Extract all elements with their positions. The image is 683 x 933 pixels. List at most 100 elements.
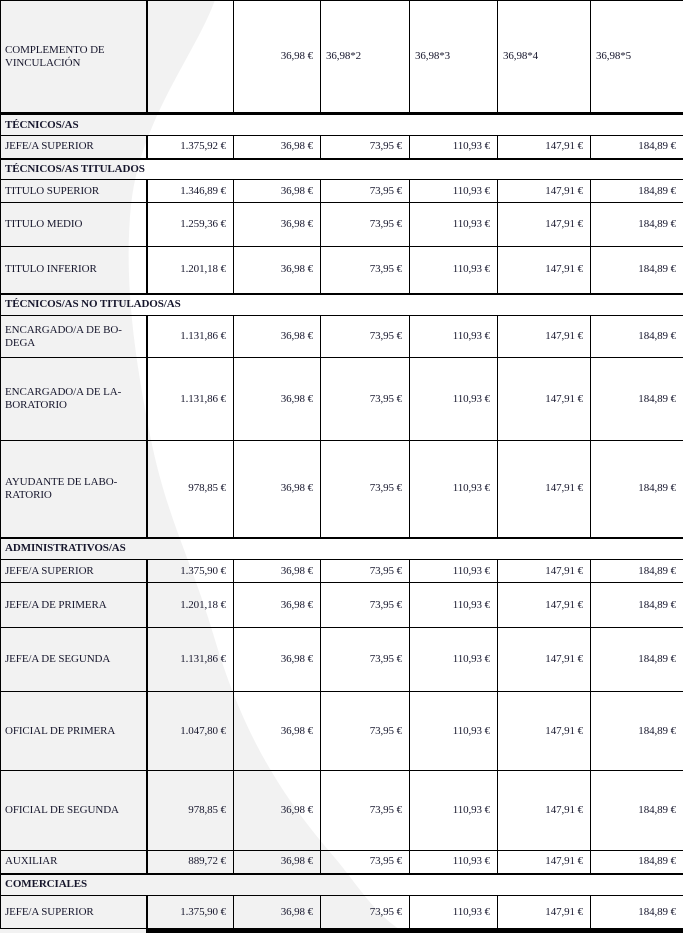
table-row: OFICIAL DE PRIMERA 1.047,80 €36,98 €73,95… <box>0 691 683 771</box>
row-label-cell: OFICIAL DE SEGUNDA <box>0 770 148 851</box>
section-row: TÉCNICOS/AS <box>0 112 683 136</box>
row-label-cell: AYUDANTE DE LABO- RATORIO <box>0 440 148 538</box>
base-salary-cell: 1.131,86 € <box>146 627 234 692</box>
complement-value-cell: 184,89 € <box>590 440 683 538</box>
table-row: JEFE/A SUPERIOR 1.375,90 €36,98 €73,95 €1… <box>0 559 683 583</box>
base-salary-cell: 889,72 € <box>146 850 234 874</box>
complement-value-cell: 184,89 € <box>590 315 683 358</box>
complement-value-cell: 36,98 € <box>233 627 321 692</box>
complement-value-cell: 184,89 € <box>590 135 683 159</box>
table-row: TITULO INFERIOR 1.201,18 €36,98 €73,95 €1… <box>0 246 683 294</box>
base-salary-cell: 1.047,80 € <box>146 691 234 771</box>
complement-value-cell: 147,91 € <box>497 202 591 247</box>
complement-value-cell: 110,93 € <box>409 770 498 851</box>
header-mult5-cell: 36,98*5 <box>590 0 683 115</box>
complement-value-cell: 184,89 € <box>590 179 683 203</box>
base-salary-cell: 1.131,86 € <box>146 315 234 358</box>
complement-value-cell: 147,91 € <box>497 357 591 441</box>
section-row: TÉCNICOS/AS NO TITULADOS/AS <box>0 292 683 316</box>
section-row: COMERCIALES <box>0 872 683 896</box>
row-label-cell: OFICIAL DE PRIMERA <box>0 691 148 771</box>
table-row: OFICIAL DE SEGUNDA 978,85 €36,98 €73,95 €… <box>0 770 683 851</box>
row-label-cell: JEFE/A SUPERIOR <box>0 135 148 159</box>
section-row: TÉCNICOS/AS TITULADOS <box>0 157 683 180</box>
complement-value-cell: 184,89 € <box>590 850 683 874</box>
table-row: TITULO SUPERIOR 1.346,89 €36,98 €73,95 €1… <box>0 179 683 203</box>
complement-value-cell: 147,91 € <box>497 440 591 538</box>
complement-value-cell: 110,93 € <box>409 627 498 692</box>
complement-value-cell: 73,95 € <box>320 202 410 247</box>
section-row: ADMINISTRATIVOS/AS <box>0 536 683 560</box>
complement-value-cell: 36,98 € <box>233 770 321 851</box>
table-row: AUXILIAR 889,72 €36,98 €73,95 €110,93 €14… <box>0 850 683 874</box>
complement-value-cell: 110,93 € <box>409 691 498 771</box>
header-mult3-cell: 36,98*3 <box>409 0 498 115</box>
complement-value-cell: 36,98 € <box>233 850 321 874</box>
complement-value-cell: 73,95 € <box>320 357 410 441</box>
header-title-cell: COMPLEMENTO DE VINCULACIÓN <box>0 0 148 115</box>
complement-value-cell: 36,98 € <box>233 691 321 771</box>
complement-value-cell: 147,91 € <box>497 246 591 294</box>
table-row: TITULO MEDIO 1.259,36 €36,98 €73,95 €110,… <box>0 202 683 247</box>
table-row: ENCARGADO/A DE BO- DEGA 1.131,86 €36,98 €… <box>0 315 683 358</box>
complement-value-cell: 110,93 € <box>409 179 498 203</box>
complement-value-cell: 73,95 € <box>320 315 410 358</box>
complement-value-cell: 110,93 € <box>409 315 498 358</box>
complement-value-cell: 73,95 € <box>320 582 410 628</box>
header-mult4-cell: 36,98*4 <box>497 0 591 115</box>
complement-value-cell: 73,95 € <box>320 691 410 771</box>
complement-value-cell: 147,91 € <box>497 559 591 583</box>
table-row: JEFE/A DE SEGUNDA 1.131,86 €36,98 €73,95 … <box>0 627 683 692</box>
row-label-cell: AUXILIAR <box>0 850 148 874</box>
base-salary-cell: 978,85 € <box>146 770 234 851</box>
section-header-cell: TÉCNICOS/AS <box>0 112 683 136</box>
base-salary-cell: 1.346,89 € <box>146 179 234 203</box>
complement-value-cell: 36,98 € <box>233 179 321 203</box>
row-label-cell: JEFE/A SUPERIOR <box>0 559 148 583</box>
header-empty-cell <box>146 0 234 115</box>
complement-value-cell: 36,98 € <box>233 246 321 294</box>
complement-value-cell: 184,89 € <box>590 770 683 851</box>
base-salary-cell: 1.259,36 € <box>146 202 234 247</box>
complement-value-cell: 184,89 € <box>590 691 683 771</box>
table-row: JEFE/A SUPERIOR 1.375,90 €36,98 €73,95 €1… <box>0 895 683 929</box>
complement-value-cell: 110,93 € <box>409 135 498 159</box>
section-header-cell: ADMINISTRATIVOS/AS <box>0 536 683 560</box>
complement-value-cell: 73,95 € <box>320 850 410 874</box>
complement-value-cell: 36,98 € <box>233 440 321 538</box>
complement-value-cell: 36,98 € <box>233 895 321 929</box>
table-row: JEFE/A DE PRIMERA 1.201,18 €36,98 €73,95 … <box>0 582 683 628</box>
base-salary-cell: 1.375,90 € <box>146 895 234 929</box>
complement-value-cell: 184,89 € <box>590 627 683 692</box>
base-salary-cell: 1.201,18 € <box>146 246 234 294</box>
complement-value-cell: 73,95 € <box>320 179 410 203</box>
complement-value-cell: 147,91 € <box>497 179 591 203</box>
complement-value-cell: 184,89 € <box>590 202 683 247</box>
complement-value-cell: 147,91 € <box>497 315 591 358</box>
base-salary-cell: 1.375,92 € <box>146 135 234 159</box>
complement-value-cell: 73,95 € <box>320 440 410 538</box>
row-label-cell: JEFE/A DE SEGUNDA <box>0 627 148 692</box>
complement-value-cell: 147,91 € <box>497 770 591 851</box>
complement-value-cell: 73,95 € <box>320 559 410 583</box>
complement-value-cell: 36,98 € <box>233 357 321 441</box>
row-label-cell: ENCARGADO/A DE BO- DEGA <box>0 315 148 358</box>
complement-value-cell: 184,89 € <box>590 357 683 441</box>
complement-value-cell: 73,95 € <box>320 627 410 692</box>
complement-value-cell: 73,95 € <box>320 135 410 159</box>
complement-value-cell: 184,89 € <box>590 559 683 583</box>
base-salary-cell: 1.375,90 € <box>146 559 234 583</box>
base-salary-cell: 978,85 € <box>146 440 234 538</box>
complement-value-cell: 184,89 € <box>590 246 683 294</box>
complement-value-cell: 147,91 € <box>497 895 591 929</box>
row-label-cell: TITULO INFERIOR <box>0 246 148 294</box>
complement-value-cell: 147,91 € <box>497 691 591 771</box>
complement-value-cell: 147,91 € <box>497 135 591 159</box>
section-header-cell: COMERCIALES <box>0 872 683 896</box>
row-label-cell: ENCARGADO/A DE LA- BORATORIO <box>0 357 148 441</box>
table-header-row: COMPLEMENTO DE VINCULACIÓN 36,98 € 36,98… <box>0 0 683 115</box>
table-bottom-thick-border <box>146 928 683 933</box>
base-salary-cell: 1.131,86 € <box>146 357 234 441</box>
complement-value-cell: 110,93 € <box>409 440 498 538</box>
